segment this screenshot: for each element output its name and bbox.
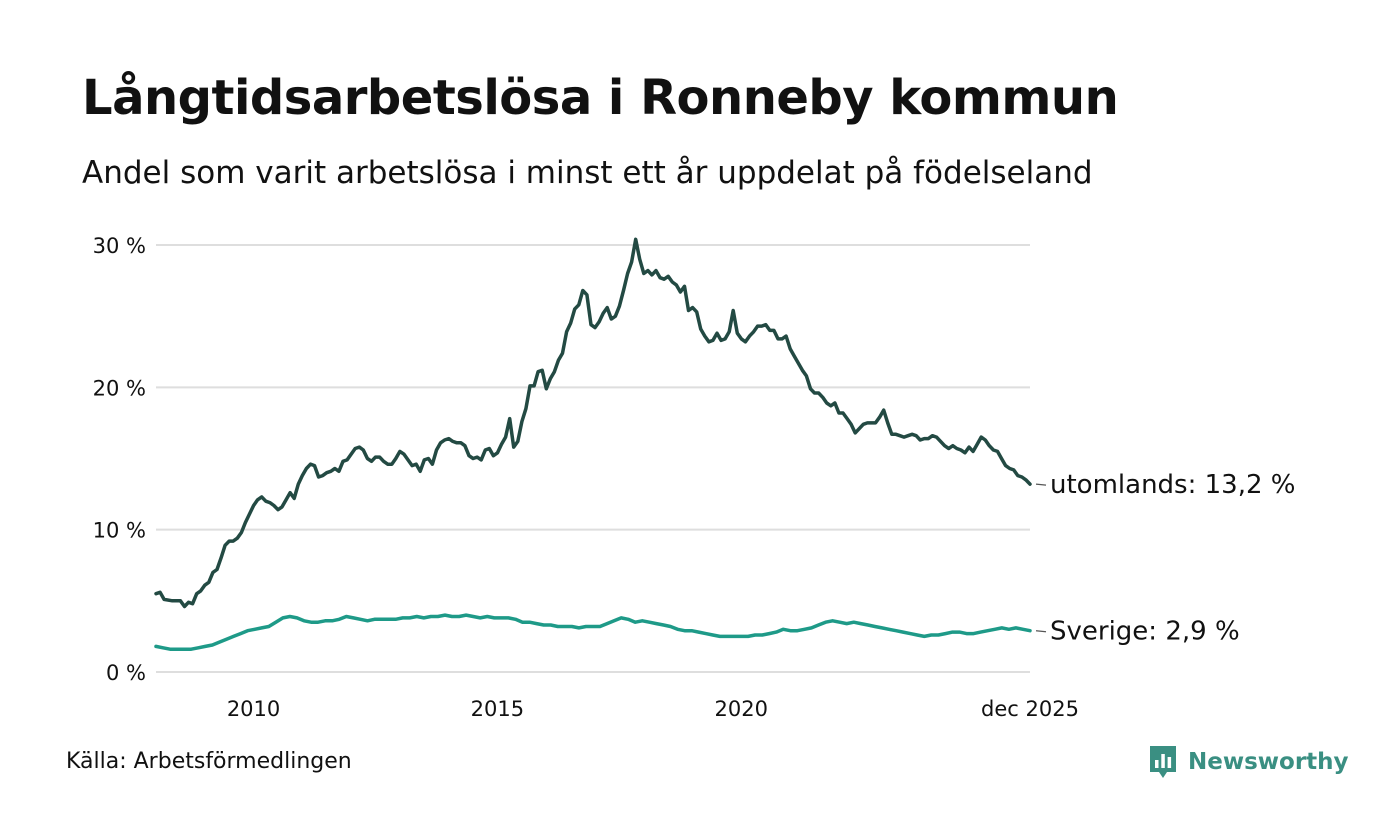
series-end-labels: utomlands: 13,2 % Sverige: 2,9 % — [1035, 470, 1295, 647]
brand-name: Newsworthy — [1188, 749, 1349, 775]
y-tick-label: 10 % — [93, 519, 146, 543]
end-label-leader — [1035, 630, 1047, 633]
source-note: Källa: Arbetsförmedlingen — [66, 749, 352, 774]
y-tick-label: 20 % — [93, 376, 146, 400]
series-line-sverige — [154, 613, 1032, 651]
series-lines — [154, 237, 1032, 651]
end-label-leader — [1035, 483, 1047, 486]
x-tick-label: 2010 — [227, 697, 280, 721]
bar-chart-speech-bubble-icon — [1150, 746, 1176, 778]
x-tick-label: 2015 — [471, 697, 524, 721]
grid-lines — [156, 244, 1030, 673]
x-axis-tick-labels: 2010 2015 2020 dec 2025 — [227, 697, 1079, 721]
newsworthy-logo: Newsworthy — [1148, 744, 1349, 780]
end-label-sverige: Sverige: 2,9 % — [1050, 617, 1240, 647]
chart-title: Långtidsarbetslösa i Ronneby kommun — [82, 70, 1119, 126]
x-tick-label: 2020 — [715, 697, 768, 721]
y-tick-label: 0 % — [106, 661, 146, 685]
end-label-utomlands: utomlands: 13,2 % — [1050, 470, 1295, 500]
y-tick-label: 30 % — [93, 234, 146, 258]
series-line-utomlands — [154, 237, 1032, 609]
x-tick-label: dec 2025 — [981, 697, 1079, 721]
y-axis-tick-labels: 0 % 10 % 20 % 30 % — [93, 234, 146, 685]
chart-subtitle: Andel som varit arbetslösa i minst ett å… — [82, 155, 1093, 191]
